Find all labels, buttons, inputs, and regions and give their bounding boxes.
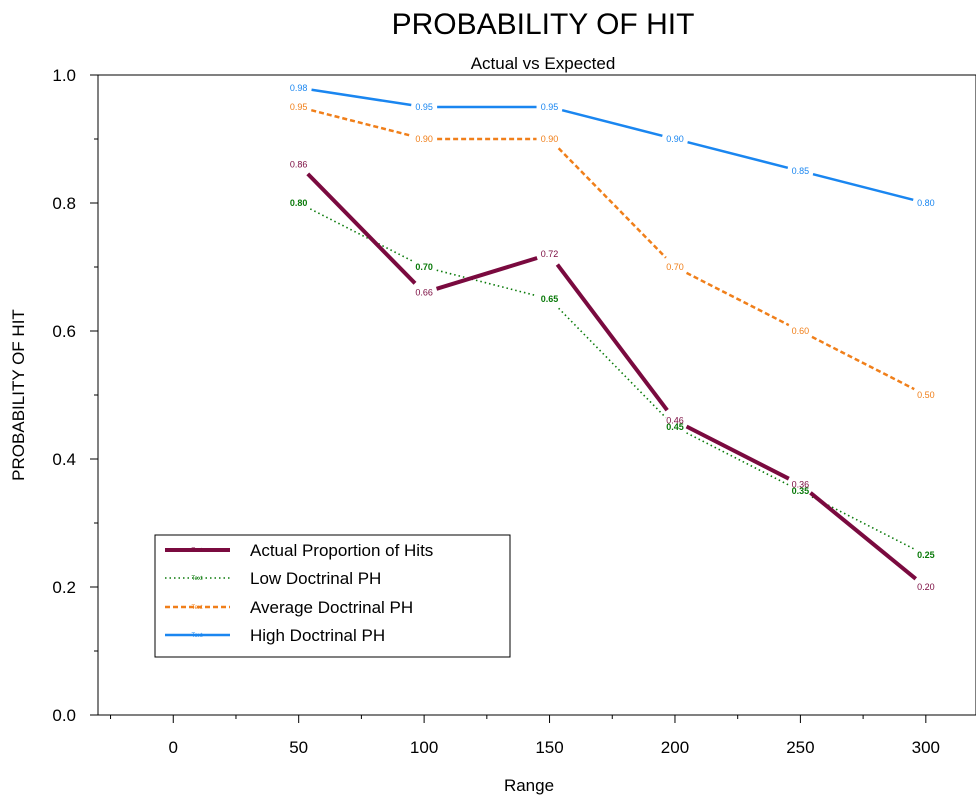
x-tick-label: 300: [912, 738, 940, 757]
series-line-segment: [310, 109, 412, 137]
series-line-segment: [687, 141, 789, 169]
data-label: 0.25: [917, 550, 935, 560]
data-label: 0.50: [917, 390, 935, 400]
data-label: 0.35: [792, 486, 810, 496]
y-tick-label: 0.8: [52, 194, 76, 213]
y-axis-label: PROBABILITY OF HIT: [9, 309, 28, 481]
series-line-segment: [686, 432, 790, 486]
data-label: 0.86: [290, 160, 308, 170]
data-label: 0.80: [290, 198, 308, 208]
data-label: 0.95: [541, 102, 559, 112]
series-line-segment: [561, 109, 663, 137]
data-label: 0.60: [792, 326, 810, 336]
series-line-segment: [811, 335, 915, 391]
series-line-segment: [685, 271, 790, 327]
data-label: 0.72: [541, 249, 559, 259]
series-line-segment: [306, 172, 417, 285]
series-line-segment: [435, 256, 538, 291]
y-tick-label: 0.4: [52, 450, 76, 469]
legend-label: High Doctrinal PH: [250, 626, 385, 645]
legend-label: Average Doctrinal PH: [250, 598, 413, 617]
y-tick-label: 0.2: [52, 578, 76, 597]
y-axis: 0.0 0.2 0.4 0.6 0.8 1.0: [52, 66, 98, 725]
data-labels-layer: 0.98 0.95 0.95 0.90 0.85 0.80 0.95 0.90 0.90 0.70…: [290, 83, 935, 592]
x-tick-label: 150: [535, 738, 563, 757]
data-label: 0.85: [792, 166, 810, 176]
x-axis: 0 50 100 150 200 250 300: [110, 715, 940, 757]
y-tick-label: 0.6: [52, 322, 76, 341]
data-label: 0.45: [666, 422, 684, 432]
legend-marker-text: Text: [191, 576, 202, 582]
legend-label: Low Doctrinal PH: [250, 569, 381, 588]
data-label: 0.36: [792, 480, 810, 490]
x-tick-label: 100: [410, 738, 438, 757]
series-line-segment: [555, 263, 669, 412]
x-tick-label: 200: [661, 738, 689, 757]
legend-marker-text: Text: [191, 633, 202, 639]
x-tick-label: 50: [289, 738, 308, 757]
legend-box: [154, 534, 511, 658]
series-line-segment: [558, 307, 667, 419]
data-label: 0.66: [415, 288, 433, 298]
data-label: 0.70: [666, 262, 684, 272]
data-label: 0.90: [666, 134, 684, 144]
data-label: 0.95: [415, 102, 433, 112]
series-line-segment: [685, 424, 790, 481]
data-label: 0.20: [917, 582, 935, 592]
data-label: 0.90: [541, 134, 559, 144]
y-tick-label: 1.0: [52, 66, 76, 85]
chart-subtitle: Actual vs Expected: [471, 54, 616, 73]
series-line-segment: [812, 173, 914, 201]
series-layer: [306, 88, 918, 581]
x-axis-label: Range: [504, 776, 554, 795]
series-line-segment: [436, 269, 538, 297]
chart-title: PROBABILITY OF HIT: [392, 8, 695, 41]
legend: Text Actual Proportion of Hits Text Low Doc…: [154, 534, 511, 658]
legend-marker-text: Text: [191, 548, 202, 554]
data-label: 0.80: [917, 198, 935, 208]
data-label: 0.65: [541, 294, 559, 304]
data-label: 0.95: [290, 102, 308, 112]
series-line-segment: [557, 147, 667, 259]
legend-label: Actual Proportion of Hits: [250, 541, 433, 560]
data-label: 0.98: [290, 83, 308, 93]
legend-marker-text: Text: [191, 605, 202, 611]
series-line-segment: [311, 88, 412, 107]
data-label: 0.90: [415, 134, 433, 144]
data-label: 0.70: [415, 262, 433, 272]
y-tick-label: 0.0: [52, 706, 76, 725]
data-label: 0.46: [666, 416, 684, 426]
x-tick-label: 0: [169, 738, 178, 757]
series-line-segment: [809, 491, 918, 581]
series-line-segment: [309, 208, 413, 262]
x-tick-label: 250: [786, 738, 814, 757]
